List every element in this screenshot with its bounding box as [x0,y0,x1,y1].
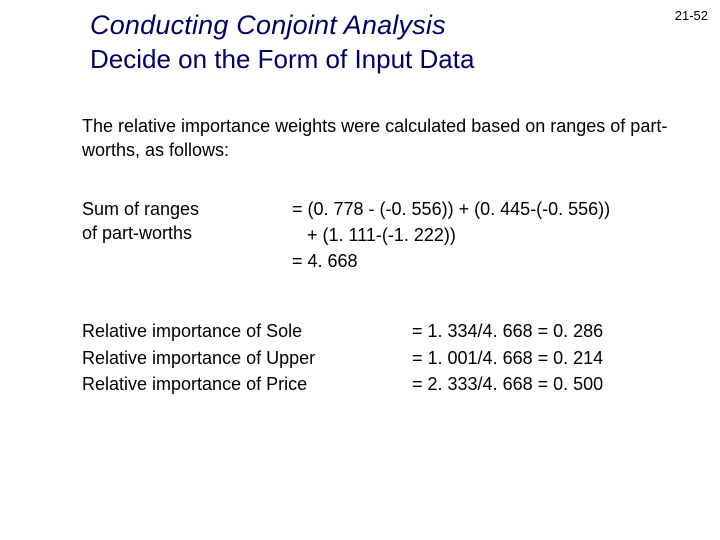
relative-label: Relative importance of Price [82,372,412,396]
slide: 21-52 Conducting Conjoint Analysis Decid… [0,0,720,540]
sum-of-ranges-block: Sum of ranges of part-worths = (0. 778 -… [82,197,670,276]
relative-eq: = 1. 334/4. 668 = 0. 286 [412,319,670,343]
relative-importance-block: Relative importance of Sole = 1. 334/4. … [82,319,670,396]
relative-label: Relative importance of Sole [82,319,412,343]
relative-eq: = 1. 001/4. 668 = 0. 214 [412,346,670,370]
sum-eq-line1: = (0. 778 - (-0. 556)) + (0. 445-(-0. 55… [292,197,670,221]
sum-label-line1: Sum of ranges [82,197,262,221]
sum-eq-line3: = 4. 668 [292,249,670,273]
body-content: The relative importance weights were cal… [82,114,670,398]
relative-label: Relative importance of Upper [82,346,412,370]
sum-equation: = (0. 778 - (-0. 556)) + (0. 445-(-0. 55… [262,197,670,276]
relative-row-price: Relative importance of Price = 2. 333/4.… [82,372,670,396]
relative-row-upper: Relative importance of Upper = 1. 001/4.… [82,346,670,370]
relative-eq: = 2. 333/4. 668 = 0. 500 [412,372,670,396]
sum-label: Sum of ranges of part-worths [82,197,262,246]
title-sub: Decide on the Form of Input Data [90,44,474,75]
page-number: 21-52 [675,8,708,23]
title-main: Conducting Conjoint Analysis [90,10,446,41]
sum-label-line2: of part-worths [82,221,262,245]
sum-eq-line2: + (1. 111-(-1. 222)) [292,223,670,247]
intro-text: The relative importance weights were cal… [82,114,670,163]
relative-row-sole: Relative importance of Sole = 1. 334/4. … [82,319,670,343]
